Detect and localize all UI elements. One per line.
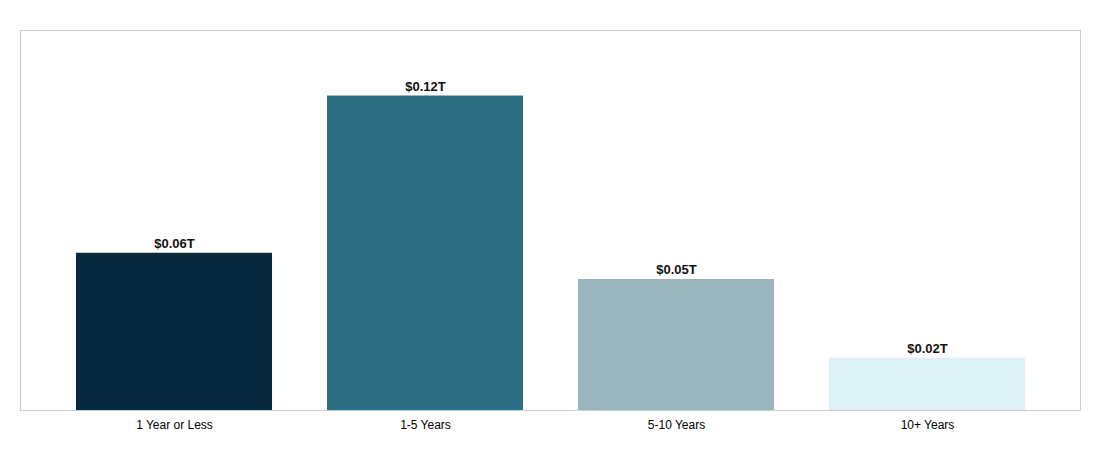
svg-text:1-5 Years: 1-5 Years bbox=[400, 418, 451, 432]
svg-text:$0.02T: $0.02T bbox=[907, 341, 948, 356]
svg-text:10+ Years: 10+ Years bbox=[901, 418, 955, 432]
svg-text:$0.05T: $0.05T bbox=[656, 262, 697, 277]
svg-text:1 Year or Less: 1 Year or Less bbox=[136, 418, 213, 432]
svg-text:$0.12T: $0.12T bbox=[405, 79, 446, 94]
svg-text:$0.06T: $0.06T bbox=[154, 236, 195, 251]
svg-text:5-10 Years: 5-10 Years bbox=[648, 418, 705, 432]
